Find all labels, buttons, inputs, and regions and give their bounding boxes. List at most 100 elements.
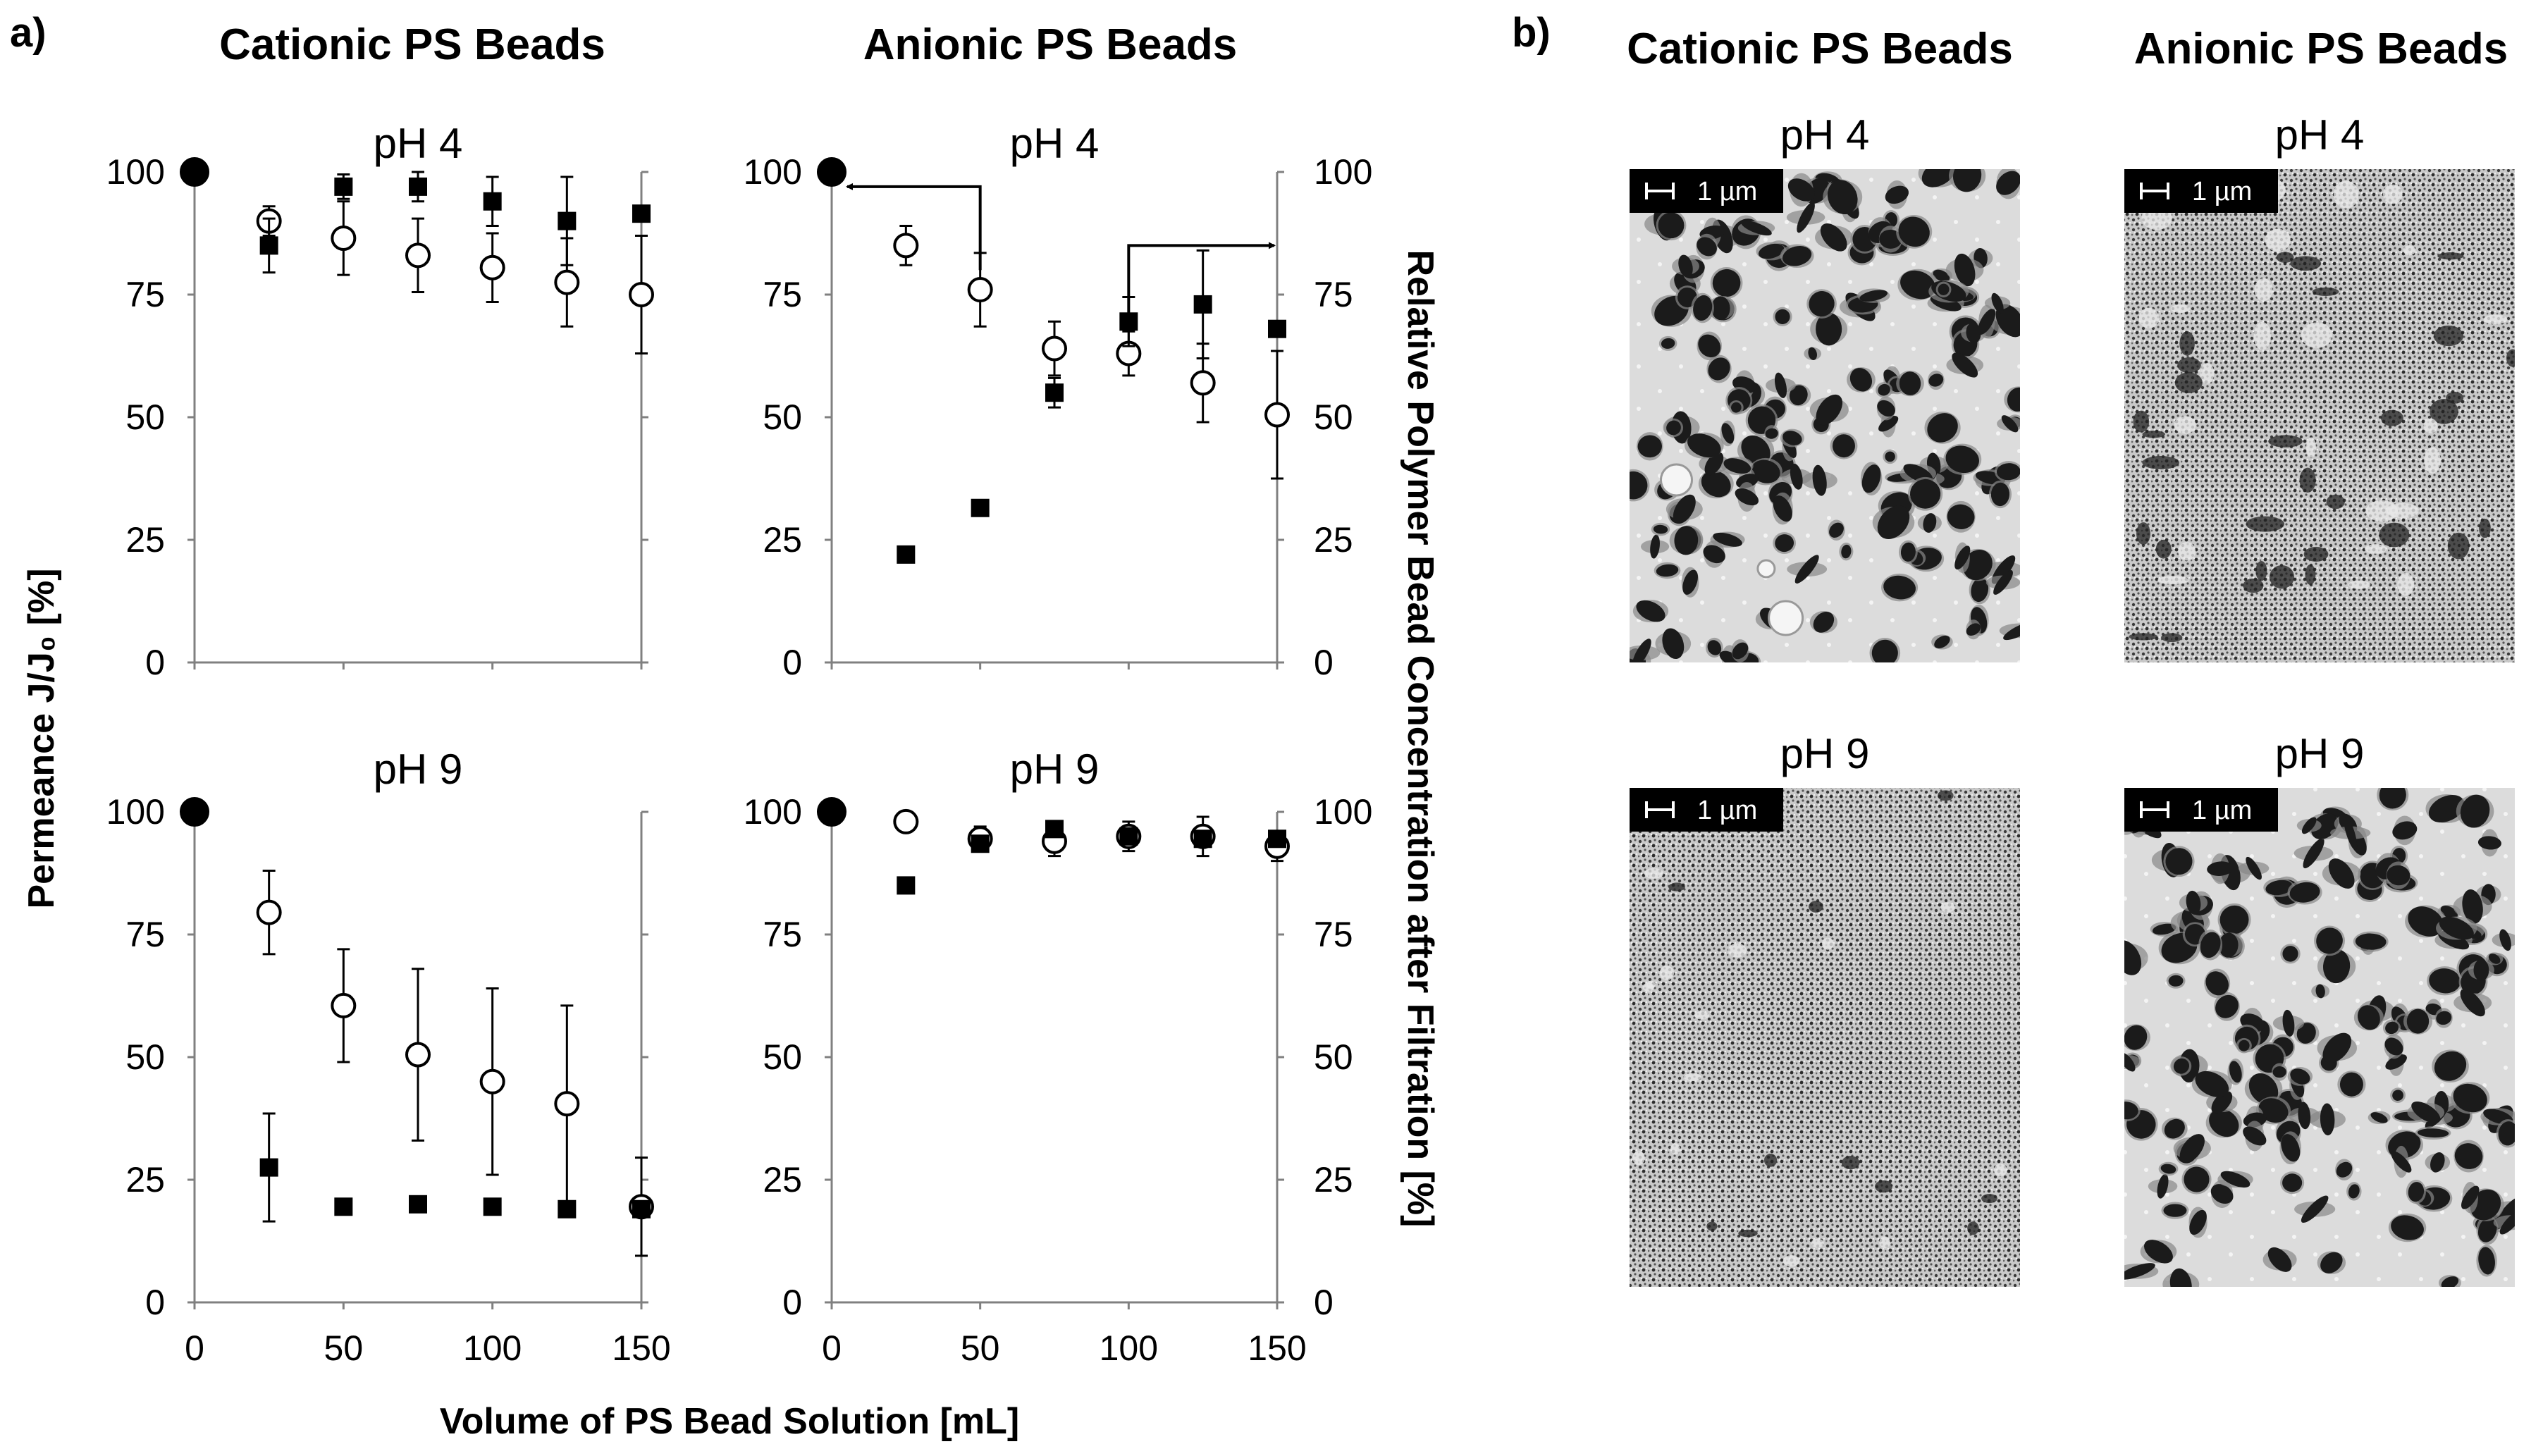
sem-pore — [2322, 1032, 2352, 1063]
panel-label-b: b) — [1512, 10, 1551, 56]
sem-grain — [2397, 572, 2415, 596]
data-point-open-circle — [893, 808, 919, 834]
data-point-filled-circle — [180, 797, 209, 827]
x-axis-label: Volume of PS Bead Solution [mL] — [440, 1401, 1019, 1442]
sem-pore — [2439, 916, 2474, 940]
header-anionic-a: Anionic PS Beads — [863, 20, 1238, 69]
sem-grain — [2177, 357, 2201, 374]
sem-pore — [1885, 451, 1895, 462]
sem-pore — [2219, 905, 2249, 934]
y-tick-label: 75 — [125, 915, 165, 954]
sem-pore — [2296, 1023, 2316, 1044]
sem-pore — [2238, 1039, 2250, 1051]
y-tick-label: 25 — [125, 1160, 165, 1199]
series-bead-concentration — [897, 820, 1286, 895]
sem-pore — [2461, 1185, 2480, 1209]
sem-pore — [2169, 1268, 2192, 1287]
sem-pore — [2357, 1005, 2380, 1030]
data-point-open-circle — [405, 242, 431, 269]
sem-grain — [1646, 980, 1656, 989]
y-tick-label: 100 — [106, 152, 165, 192]
sem-pore — [2478, 1247, 2495, 1275]
x-tick-label: 0 — [185, 1328, 204, 1368]
data-point-filled-square — [632, 1199, 651, 1219]
sem-grain — [2253, 321, 2271, 350]
data-point-open-circle — [331, 992, 357, 1018]
sem-grain — [1879, 1236, 1890, 1249]
sem-grain — [1670, 1143, 1680, 1155]
sem-pore — [2430, 1152, 2445, 1173]
sem-grain — [2348, 580, 2371, 589]
sem-pore — [1712, 269, 1741, 297]
sem-pore — [2210, 1184, 2234, 1204]
sem-pore — [2391, 1151, 2412, 1173]
sem-pore — [1832, 434, 1855, 458]
sem-pore — [1816, 312, 1842, 346]
sem-pore — [2281, 1134, 2301, 1162]
y-tick-label: 0 — [782, 643, 802, 682]
y-tick-label: 50 — [763, 1037, 802, 1077]
sem-pore — [1991, 292, 2004, 314]
sem-pore — [2209, 1109, 2239, 1137]
data-point-open-circle — [893, 233, 919, 259]
sem-grain — [1993, 1164, 2007, 1177]
sem-pore — [1995, 304, 2020, 338]
sem-pore — [1682, 569, 1698, 595]
sem-grain — [1763, 1154, 1778, 1167]
sem-pore — [2189, 1209, 2207, 1235]
scale-bar-label: 1 µm — [2192, 177, 2252, 206]
sem-grain — [1782, 1255, 1799, 1267]
sem-grain — [2133, 410, 2150, 433]
sem-grain — [2138, 307, 2160, 328]
sem-pore — [2301, 817, 2317, 834]
sem-grain — [2306, 437, 2317, 458]
sem-pore — [1809, 291, 1835, 317]
sem-pore — [2267, 1247, 2292, 1272]
sem-grain — [2312, 287, 2339, 296]
sem-grain — [2246, 516, 2285, 532]
data-point-filled-square — [409, 177, 427, 196]
header-cationic-b: Cationic PS Beads — [1627, 25, 2013, 73]
sem-grain — [2303, 546, 2329, 562]
sem-pore — [1878, 416, 1899, 432]
sem-pore — [2417, 1128, 2449, 1138]
sem-pore — [2392, 821, 2418, 840]
y-tick-label-right: 25 — [1314, 520, 1353, 560]
sem-image-ani-ph4: pH 4 1 µm — [2124, 111, 2515, 662]
series-bead-concentration — [259, 171, 651, 274]
chart-title: pH 9 — [374, 746, 463, 793]
sem-pore — [2152, 923, 2176, 935]
sem-pore — [1934, 635, 1950, 649]
sem-pore — [1630, 471, 1648, 500]
sem-pore — [2344, 815, 2358, 851]
sem-grain — [1659, 965, 1675, 980]
sem-pore — [2124, 1025, 2148, 1050]
sem-header: pH 9 — [2275, 730, 2365, 777]
sem-grain — [2506, 349, 2515, 367]
sem-bead — [1768, 600, 1804, 636]
sem-pore — [2454, 1143, 2483, 1169]
sem-pore — [2436, 1011, 2452, 1025]
sem-pore — [2379, 788, 2406, 809]
sem-pore — [2211, 1091, 2233, 1114]
sem-pore — [2229, 1061, 2242, 1083]
y-tick-label: 100 — [744, 152, 802, 192]
series-permeance — [817, 157, 1290, 480]
sem-pore — [2336, 1161, 2353, 1178]
y-tick-label: 75 — [125, 275, 165, 314]
sem-pore — [1653, 524, 1668, 534]
panel-label-a: a) — [10, 10, 47, 56]
sem-grain — [1841, 1156, 1860, 1170]
y-tick-label: 100 — [106, 792, 165, 832]
sem-pore — [1909, 479, 1941, 509]
data-point-open-circle — [554, 1091, 580, 1117]
sem-pore — [2282, 946, 2298, 962]
sem-pore — [1773, 495, 1792, 522]
sem-grain — [2364, 544, 2387, 554]
sem-grain — [2174, 416, 2196, 434]
sem-pore — [1978, 308, 1996, 335]
data-point-filled-square — [897, 876, 916, 895]
sem-pore — [2355, 933, 2387, 950]
sem-pore — [2320, 1252, 2343, 1273]
